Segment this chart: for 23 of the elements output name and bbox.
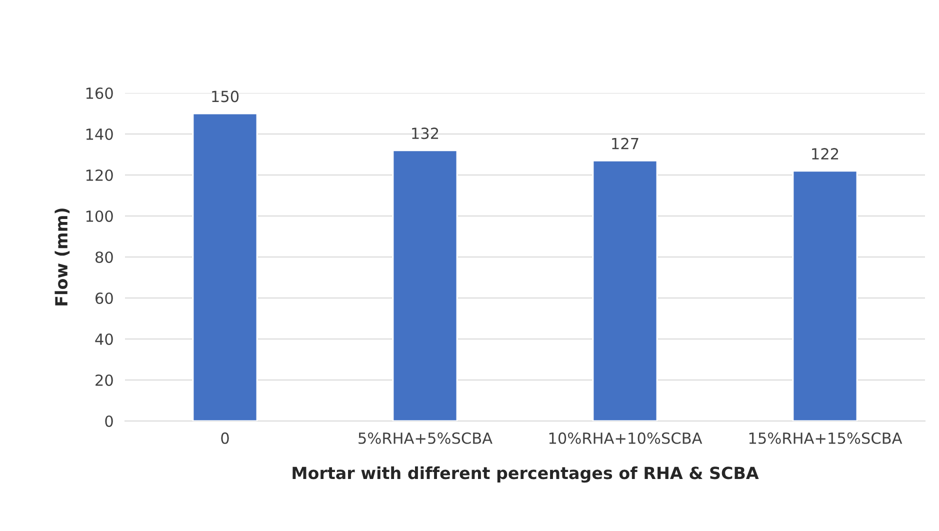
y-tick-label: 100 xyxy=(86,210,113,222)
y-axis-title: Flow (mm) xyxy=(54,208,70,306)
y-tick-label: 40 xyxy=(95,333,113,346)
bar xyxy=(392,150,458,421)
data-label: 132 xyxy=(412,128,438,140)
y-tick-label: 20 xyxy=(96,374,113,386)
y-tick-label: 120 xyxy=(86,169,113,182)
x-tick-label: 15%RHA+15%SCBA xyxy=(749,432,902,444)
y-tick-label: 140 xyxy=(86,128,113,140)
bar xyxy=(792,170,858,421)
bar xyxy=(192,112,258,421)
data-label: 150 xyxy=(212,90,239,102)
x-tick-label: 0 xyxy=(221,432,229,444)
y-tick-label: 60 xyxy=(96,292,113,304)
y-tick-label: 0 xyxy=(105,415,113,428)
y-tick-label: 80 xyxy=(95,251,113,264)
y-tick-label: 160 xyxy=(86,87,113,100)
data-label: 122 xyxy=(812,148,838,160)
bar xyxy=(592,160,658,421)
x-tick-label: 10%RHA+10%SCBA xyxy=(549,432,702,444)
data-label: 127 xyxy=(612,138,638,150)
x-tick-label: 5%RHA+5%SCBA xyxy=(358,432,492,444)
x-axis-title: Mortar with different percentages of RHA & SCBA xyxy=(292,466,759,483)
